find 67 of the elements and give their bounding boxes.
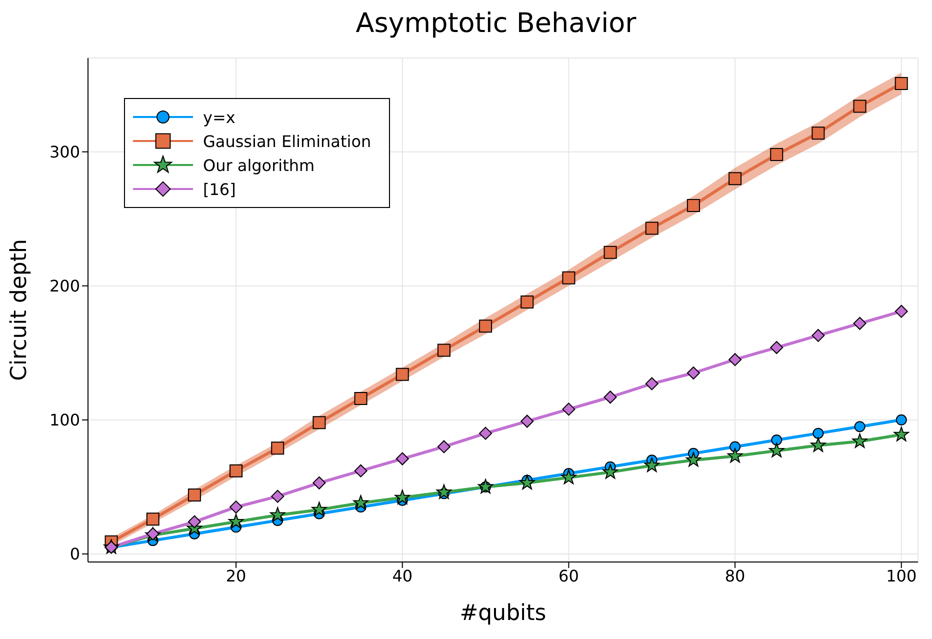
point	[812, 126, 825, 140]
point	[604, 246, 617, 259]
point	[727, 448, 743, 463]
point	[436, 484, 452, 499]
point	[894, 76, 908, 90]
point	[896, 414, 907, 426]
legend-label: y=x	[203, 108, 236, 126]
point	[479, 426, 492, 440]
point	[728, 172, 742, 186]
x-axis-title: #qubits	[460, 601, 546, 626]
point	[519, 474, 535, 490]
point	[602, 464, 618, 479]
point	[312, 476, 326, 490]
legend-label: [16]	[203, 180, 236, 198]
point	[770, 148, 784, 162]
point	[230, 500, 243, 514]
legend-label: Our algorithm	[203, 156, 315, 174]
point	[520, 414, 534, 428]
point	[188, 515, 201, 528]
point	[562, 402, 576, 416]
point	[228, 514, 244, 528]
point	[645, 377, 658, 390]
point	[312, 502, 327, 516]
y-tick-label: 100	[49, 410, 80, 430]
point	[853, 100, 866, 113]
point	[562, 271, 576, 284]
point	[686, 198, 700, 212]
point	[686, 452, 702, 467]
x-tick-label: 40	[392, 566, 413, 586]
point	[686, 366, 700, 380]
point	[354, 464, 368, 478]
point	[604, 390, 617, 404]
point	[771, 434, 782, 446]
point	[644, 457, 660, 472]
point	[394, 490, 410, 504]
chart-title: Asymptotic Behavior	[354, 8, 638, 41]
y-tick-label: 300	[49, 142, 80, 162]
legend-label: Gaussian Elimination	[203, 132, 372, 150]
point	[812, 328, 825, 342]
y-tick-label: 200	[49, 276, 80, 296]
point	[768, 442, 784, 458]
point	[853, 316, 866, 330]
point	[854, 421, 866, 432]
y-tick-label: 0	[70, 544, 80, 564]
point	[271, 490, 284, 503]
x-tick-label: 20	[226, 566, 246, 586]
point	[812, 428, 824, 439]
point	[770, 341, 784, 354]
point	[437, 440, 450, 454]
point	[810, 437, 826, 452]
y-axis-title: Circuit depth	[6, 239, 32, 381]
x-tick-label: 60	[558, 566, 579, 586]
point	[894, 304, 908, 318]
point	[894, 426, 909, 442]
point	[270, 507, 286, 522]
point	[852, 433, 868, 448]
point	[146, 512, 160, 526]
point	[520, 295, 534, 308]
point	[728, 353, 742, 366]
point	[396, 452, 409, 466]
point	[479, 320, 492, 333]
point	[561, 470, 576, 484]
point	[353, 495, 368, 510]
x-tick-label: 100	[886, 566, 917, 586]
point	[730, 441, 741, 452]
x-tick-label: 80	[724, 566, 746, 586]
point	[645, 222, 658, 235]
